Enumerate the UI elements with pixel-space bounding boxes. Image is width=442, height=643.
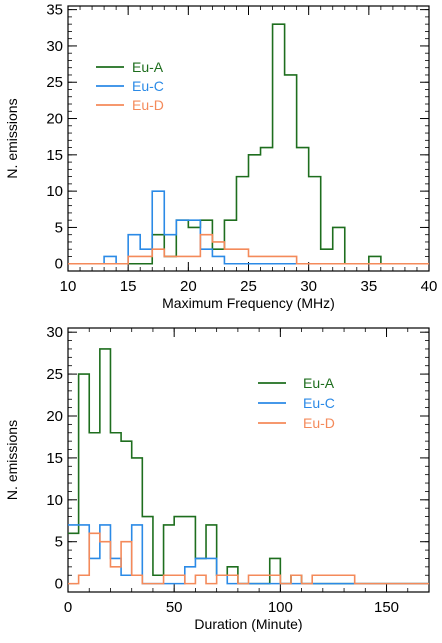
y-tick-label: 20 xyxy=(46,111,63,128)
y-tick-label: 5 xyxy=(55,534,63,551)
plot-frame xyxy=(67,5,430,272)
x-tick-label: 0 xyxy=(64,599,72,616)
y-tick-label: 35 xyxy=(46,2,63,19)
series-line-eu-d xyxy=(68,233,429,265)
series-line-eu-a xyxy=(68,348,429,585)
legend: Eu-A Eu-C Eu-D xyxy=(258,375,335,431)
x-tick-label: 100 xyxy=(268,599,293,616)
legend-label-eu-d: Eu-D xyxy=(132,97,164,113)
y-tick-label: 5 xyxy=(55,219,63,236)
x-tick-label: 35 xyxy=(360,278,377,295)
y-tick-label: 25 xyxy=(46,366,63,383)
series-group xyxy=(68,348,429,585)
y-tick-label: 20 xyxy=(46,408,63,425)
x-tick-label: 30 xyxy=(300,278,317,295)
x-axis-title: Maximum Frequency (MHz) xyxy=(162,295,335,311)
y-tick-label: 0 xyxy=(55,576,63,593)
x-tick-label: 20 xyxy=(180,278,197,295)
y-tick-label: 25 xyxy=(46,74,63,91)
y-tick-label: 15 xyxy=(46,147,63,164)
legend-label-eu-c: Eu-C xyxy=(132,78,164,94)
legend-label-eu-d: Eu-D xyxy=(303,415,335,431)
y-tick-label: 30 xyxy=(46,324,63,341)
plot-frame xyxy=(67,327,430,593)
x-tick-label: 25 xyxy=(240,278,257,295)
x-tick-label: 40 xyxy=(421,278,438,295)
chart-panel-2: 0 50 100 150 0 5 10 15 20 25 30 Duration (Minute) N.… xyxy=(4,324,430,632)
series-line-eu-d xyxy=(68,532,429,585)
x-tick-label: 150 xyxy=(374,599,399,616)
chart-panel-1: 10 15 20 25 30 35 40 0 5 10 15 20 25 30 35 Maximum Freq… xyxy=(4,2,437,311)
legend: Eu-A Eu-C Eu-D xyxy=(96,59,164,113)
series-group xyxy=(68,23,429,265)
legend-label-eu-c: Eu-C xyxy=(303,395,335,411)
x-tick-label: 15 xyxy=(120,278,137,295)
series-line-eu-a xyxy=(68,23,429,265)
x-tick-label: 10 xyxy=(60,278,77,295)
x-axis-title: Duration (Minute) xyxy=(194,616,302,632)
y-axis-title: N. emissions xyxy=(4,420,20,500)
y-axis-title: N. emissions xyxy=(4,98,20,178)
y-tick-label: 0 xyxy=(55,256,63,273)
y-tick-label: 10 xyxy=(46,183,63,200)
x-tick-label: 50 xyxy=(166,599,183,616)
series-line-eu-c xyxy=(68,524,429,585)
y-tick-label: 10 xyxy=(46,492,63,509)
legend-label-eu-a: Eu-A xyxy=(132,59,164,75)
y-tick-label: 15 xyxy=(46,450,63,467)
legend-label-eu-a: Eu-A xyxy=(303,375,335,391)
y-tick-label: 30 xyxy=(46,38,63,55)
